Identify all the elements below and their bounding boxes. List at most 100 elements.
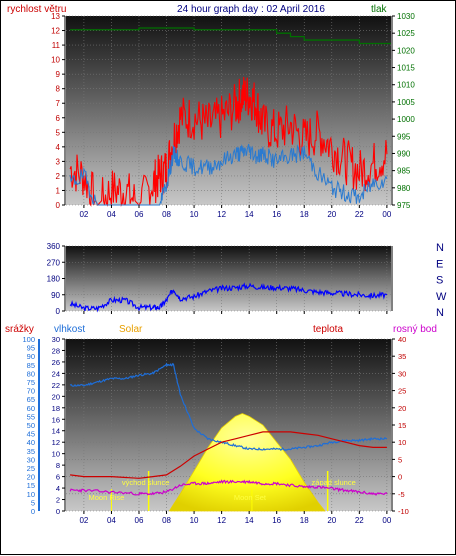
wind-panel-xtick-label: 12 [217,210,226,219]
compass-label: W [436,291,447,303]
pressure-ytick-label: 980 [397,184,411,193]
wind-panel-xtick-label: 00 [382,210,391,219]
humidity-ytick-label: 18 [52,404,60,413]
temperature-ytick-label: 20 [398,404,406,413]
direction-ytick-label: 270 [47,258,61,267]
wind-ytick-label: 10 [51,56,60,65]
precipitation-label: srážky [5,324,34,335]
precipitation-tick-label: 80 [27,369,35,378]
pressure-ytick-label: 1015 [397,64,415,73]
precipitation-tick-label: 35 [27,447,35,456]
pressure-ytick-label: 1025 [397,29,415,38]
temperature-label: teplota [313,324,343,335]
dewpoint-label: rosný bod [393,324,437,335]
temperature-series [70,431,387,479]
humidity-panel-xtick-label: 18 [300,516,309,525]
direction-ytick-label: 180 [47,275,61,284]
wind-ytick-label: 6 [56,114,61,123]
precipitation-tick-label: 10 [27,490,35,499]
wind-direction-panel: 0 N 90 W 180 S 270 E 360 N [47,242,447,319]
precipitation-tick-label: 50 [27,421,35,430]
pressure-ytick-label: 1000 [397,115,415,124]
temperature-ytick-label: 15 [398,421,406,430]
precipitation-tick-label: 90 [27,352,35,361]
precipitation-tick-label: 20 [27,473,35,482]
precipitation-tick-label: 60 [27,404,35,413]
pressure-ytick-label: 990 [397,149,411,158]
wind-ytick-label: 13 [51,12,60,21]
humidity-panel-xtick-label: 12 [217,516,226,525]
precipitation-tick-label: 45 [27,430,35,439]
wind-panel-xtick-label: 02 [79,210,88,219]
humidity-panel-xtick-label: 06 [135,516,144,525]
chart-title: 24 hour graph day : 02 April 2016 [177,4,325,15]
direction-ytick-label: 0 [56,307,61,316]
temperature-ytick-label: 35 [398,352,406,361]
precipitation-tick-label: 100 [22,335,35,344]
humidity-ytick-label: 4 [56,484,60,493]
temperature-ytick-label: 25 [398,387,406,396]
wind-speed-series [69,143,388,206]
compass-label: N [436,307,444,319]
wind-panel-xtick-label: 14 [245,210,254,219]
temperature-ytick-label: 10 [398,438,406,447]
precipitation-tick-label: 55 [27,412,35,421]
pressure-ytick-label: 985 [397,167,411,176]
wind-pressure-panel: 0123456789101112139759809859909951000100… [51,12,415,219]
moonset-label: Moon Set [234,493,267,502]
temperature-ytick-label: 30 [398,369,406,378]
humidity-panel-xtick-label: 22 [355,516,364,525]
humidity-panel-xtick-label: 02 [79,516,88,525]
precipitation-tick-label: 75 [27,378,35,387]
precipitation-tick-label: 85 [27,361,35,370]
humidity-temperature-panel: východ slunce západ slunce Moon Rise Moon S… [22,335,408,525]
pressure-ytick-label: 1030 [397,12,415,21]
temperature-ytick-label: 5 [398,455,402,464]
precipitation-tick-label: 40 [27,438,35,447]
pressure-ytick-label: 995 [397,132,411,141]
pressure-ytick-label: 1010 [397,81,415,90]
precipitation-tick-label: 65 [27,395,35,404]
wind-panel-xtick-label: 08 [162,210,171,219]
precipitation-tick-label: 70 [27,387,35,396]
temperature-ytick-label: 0 [398,473,402,482]
humidity-panel-xtick-label: 04 [107,516,116,525]
wind-ytick-label: 7 [56,99,61,108]
humidity-ytick-label: 16 [52,415,60,424]
humidity-panel-xtick-label: 00 [382,516,391,525]
humidity-panel-xtick-label: 14 [245,516,254,525]
pressure-label: tlak [371,4,388,15]
solar-radiation-area [168,413,326,512]
wind-ytick-label: 11 [52,41,61,50]
wind-ytick-label: 1 [56,186,61,195]
compass-label: E [436,258,443,270]
wind-ytick-label: 0 [56,201,61,210]
wind-ytick-label: 9 [56,70,61,79]
humidity-ytick-label: 22 [52,381,60,390]
wind-ytick-label: 12 [51,27,60,36]
wind-panel-xtick-label: 22 [355,210,364,219]
humidity-panel-xtick-label: 10 [190,516,199,525]
pressure-ytick-label: 1005 [397,98,415,107]
dewpoint-series [69,479,388,497]
humidity-ytick-label: 24 [52,369,60,378]
wind-panel-xtick-label: 18 [300,210,309,219]
pressure-ytick-label: 975 [397,201,411,210]
wind-ytick-label: 5 [56,128,61,137]
humidity-panel-xtick-label: 08 [162,516,171,525]
temperature-ytick-label: -5 [398,490,405,499]
sunrise-label: východ slunce [122,478,170,487]
humidity-ytick-label: 10 [52,450,60,459]
wind-panel-xtick-label: 06 [135,210,144,219]
humidity-ytick-label: 28 [52,346,60,355]
precipitation-tick-label: 0 [31,507,35,516]
temperature-ytick-label: 40 [398,335,406,344]
pressure-series [70,27,391,45]
humidity-ytick-label: 2 [56,496,60,505]
direction-ytick-label: 90 [51,291,60,300]
wind-speed-label: rychlost větru [7,4,66,15]
wind-direction-series [69,282,388,313]
wind-panel-xtick-label: 16 [272,210,281,219]
